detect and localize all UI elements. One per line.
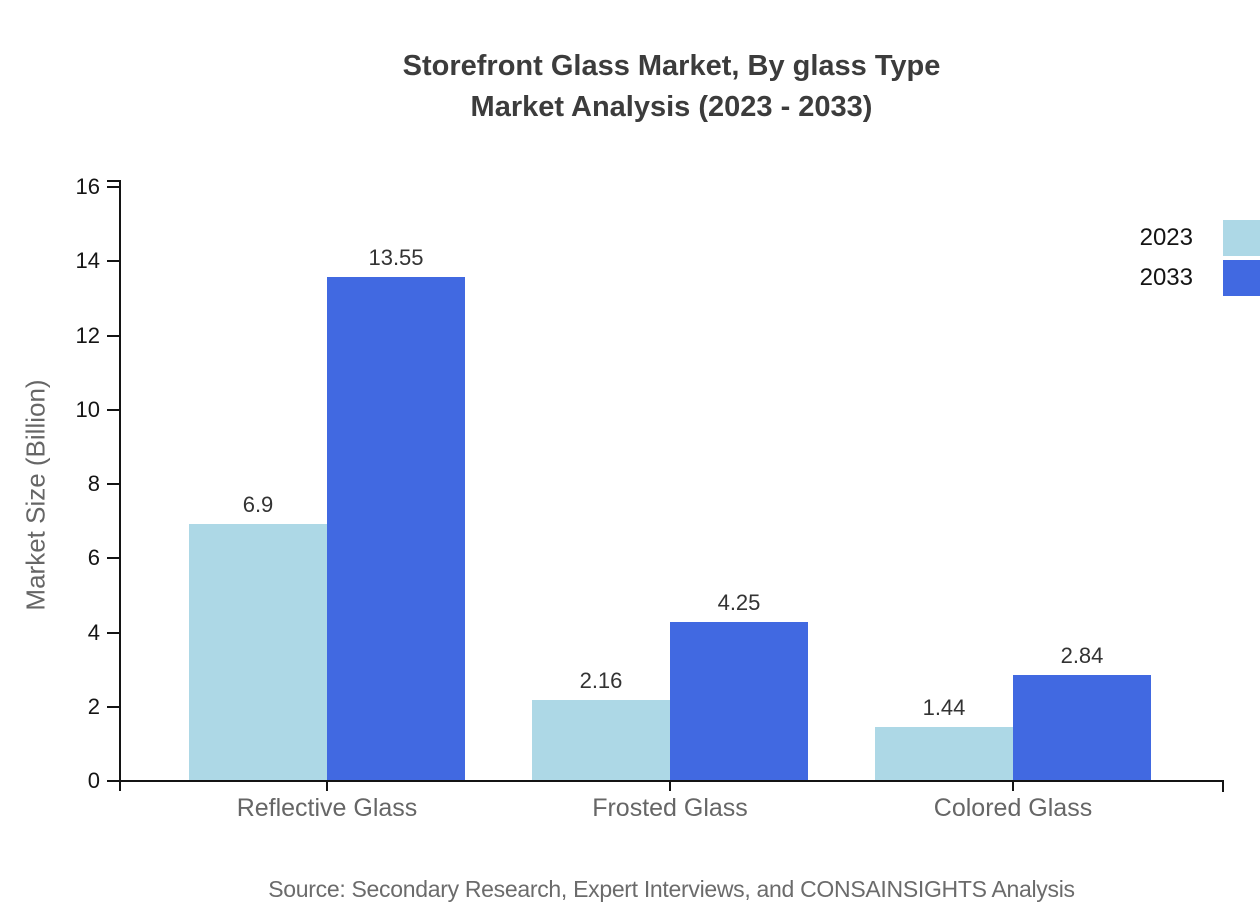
bar-2033-3 [1013,675,1151,780]
source-note: Source: Secondary Research, Expert Inter… [268,876,1075,902]
bar-2023-1 [189,524,327,780]
y-axis-tick-label: 6 [87,545,100,571]
bar-value-label: 2.84 [1060,643,1104,668]
y-axis-tick-label: 14 [75,248,100,274]
bar-2033-1 [327,277,465,780]
bar-2023-3 [875,727,1013,780]
bar-value-label: 4.25 [717,590,761,615]
y-axis-tick-label: 16 [75,174,100,199]
chart-title-line-1: Storefront Glass Market, By glass Type [402,50,941,82]
y-axis-tick-label: 0 [87,768,100,793]
bar-2033-2 [670,622,808,780]
y-axis-tick [107,408,119,411]
y-axis-tick [107,260,119,263]
legend-item-2033: 2033 [0,260,1260,296]
y-axis-tick [107,780,119,782]
y-axis-tick [107,557,119,560]
bar-value-label: 1.44 [922,695,966,720]
chart-title: Storefront Glass Market, By glass Type M… [121,46,1222,128]
x-axis-tick [669,780,671,791]
bar-value-label: 13.55 [368,245,424,270]
y-axis-line [119,180,121,791]
y-axis-tick-label: 10 [75,396,100,422]
y-axis-tick-label: 2 [87,693,100,719]
x-axis-line [119,780,1224,782]
legend-label-2023: 2023 [1139,224,1193,251]
x-axis-tick [1012,780,1014,791]
y-axis-tick-label: 4 [87,619,100,645]
y-axis-tick-label: 12 [75,322,100,348]
y-axis-tick [107,631,119,634]
x-axis-outer-tick [1222,780,1224,792]
bar-value-label: 2.16 [579,668,623,693]
x-axis-tick [326,780,328,791]
y-axis-tick-label: 8 [87,471,100,496]
category-label: Reflective Glass [236,794,418,822]
legend-label-2033: 2033 [1139,264,1193,291]
legend-swatch-2023 [1223,220,1260,256]
category-label: Colored Glass [933,794,1093,822]
y-axis-tick [107,705,119,708]
y-axis-tick [107,483,119,485]
y-axis-tick [107,186,119,188]
y-axis-tick [107,334,119,337]
chart-title-line-2: Market Analysis (2023 - 2033) [470,91,873,123]
bar-value-label: 6.9 [242,492,274,517]
category-label: Frosted Glass [592,794,748,822]
legend-swatch-2033 [1223,260,1260,296]
legend-item-2023: 2023 [0,220,1260,256]
y-axis-outer-tick [107,180,119,182]
bar-2023-2 [532,700,670,780]
